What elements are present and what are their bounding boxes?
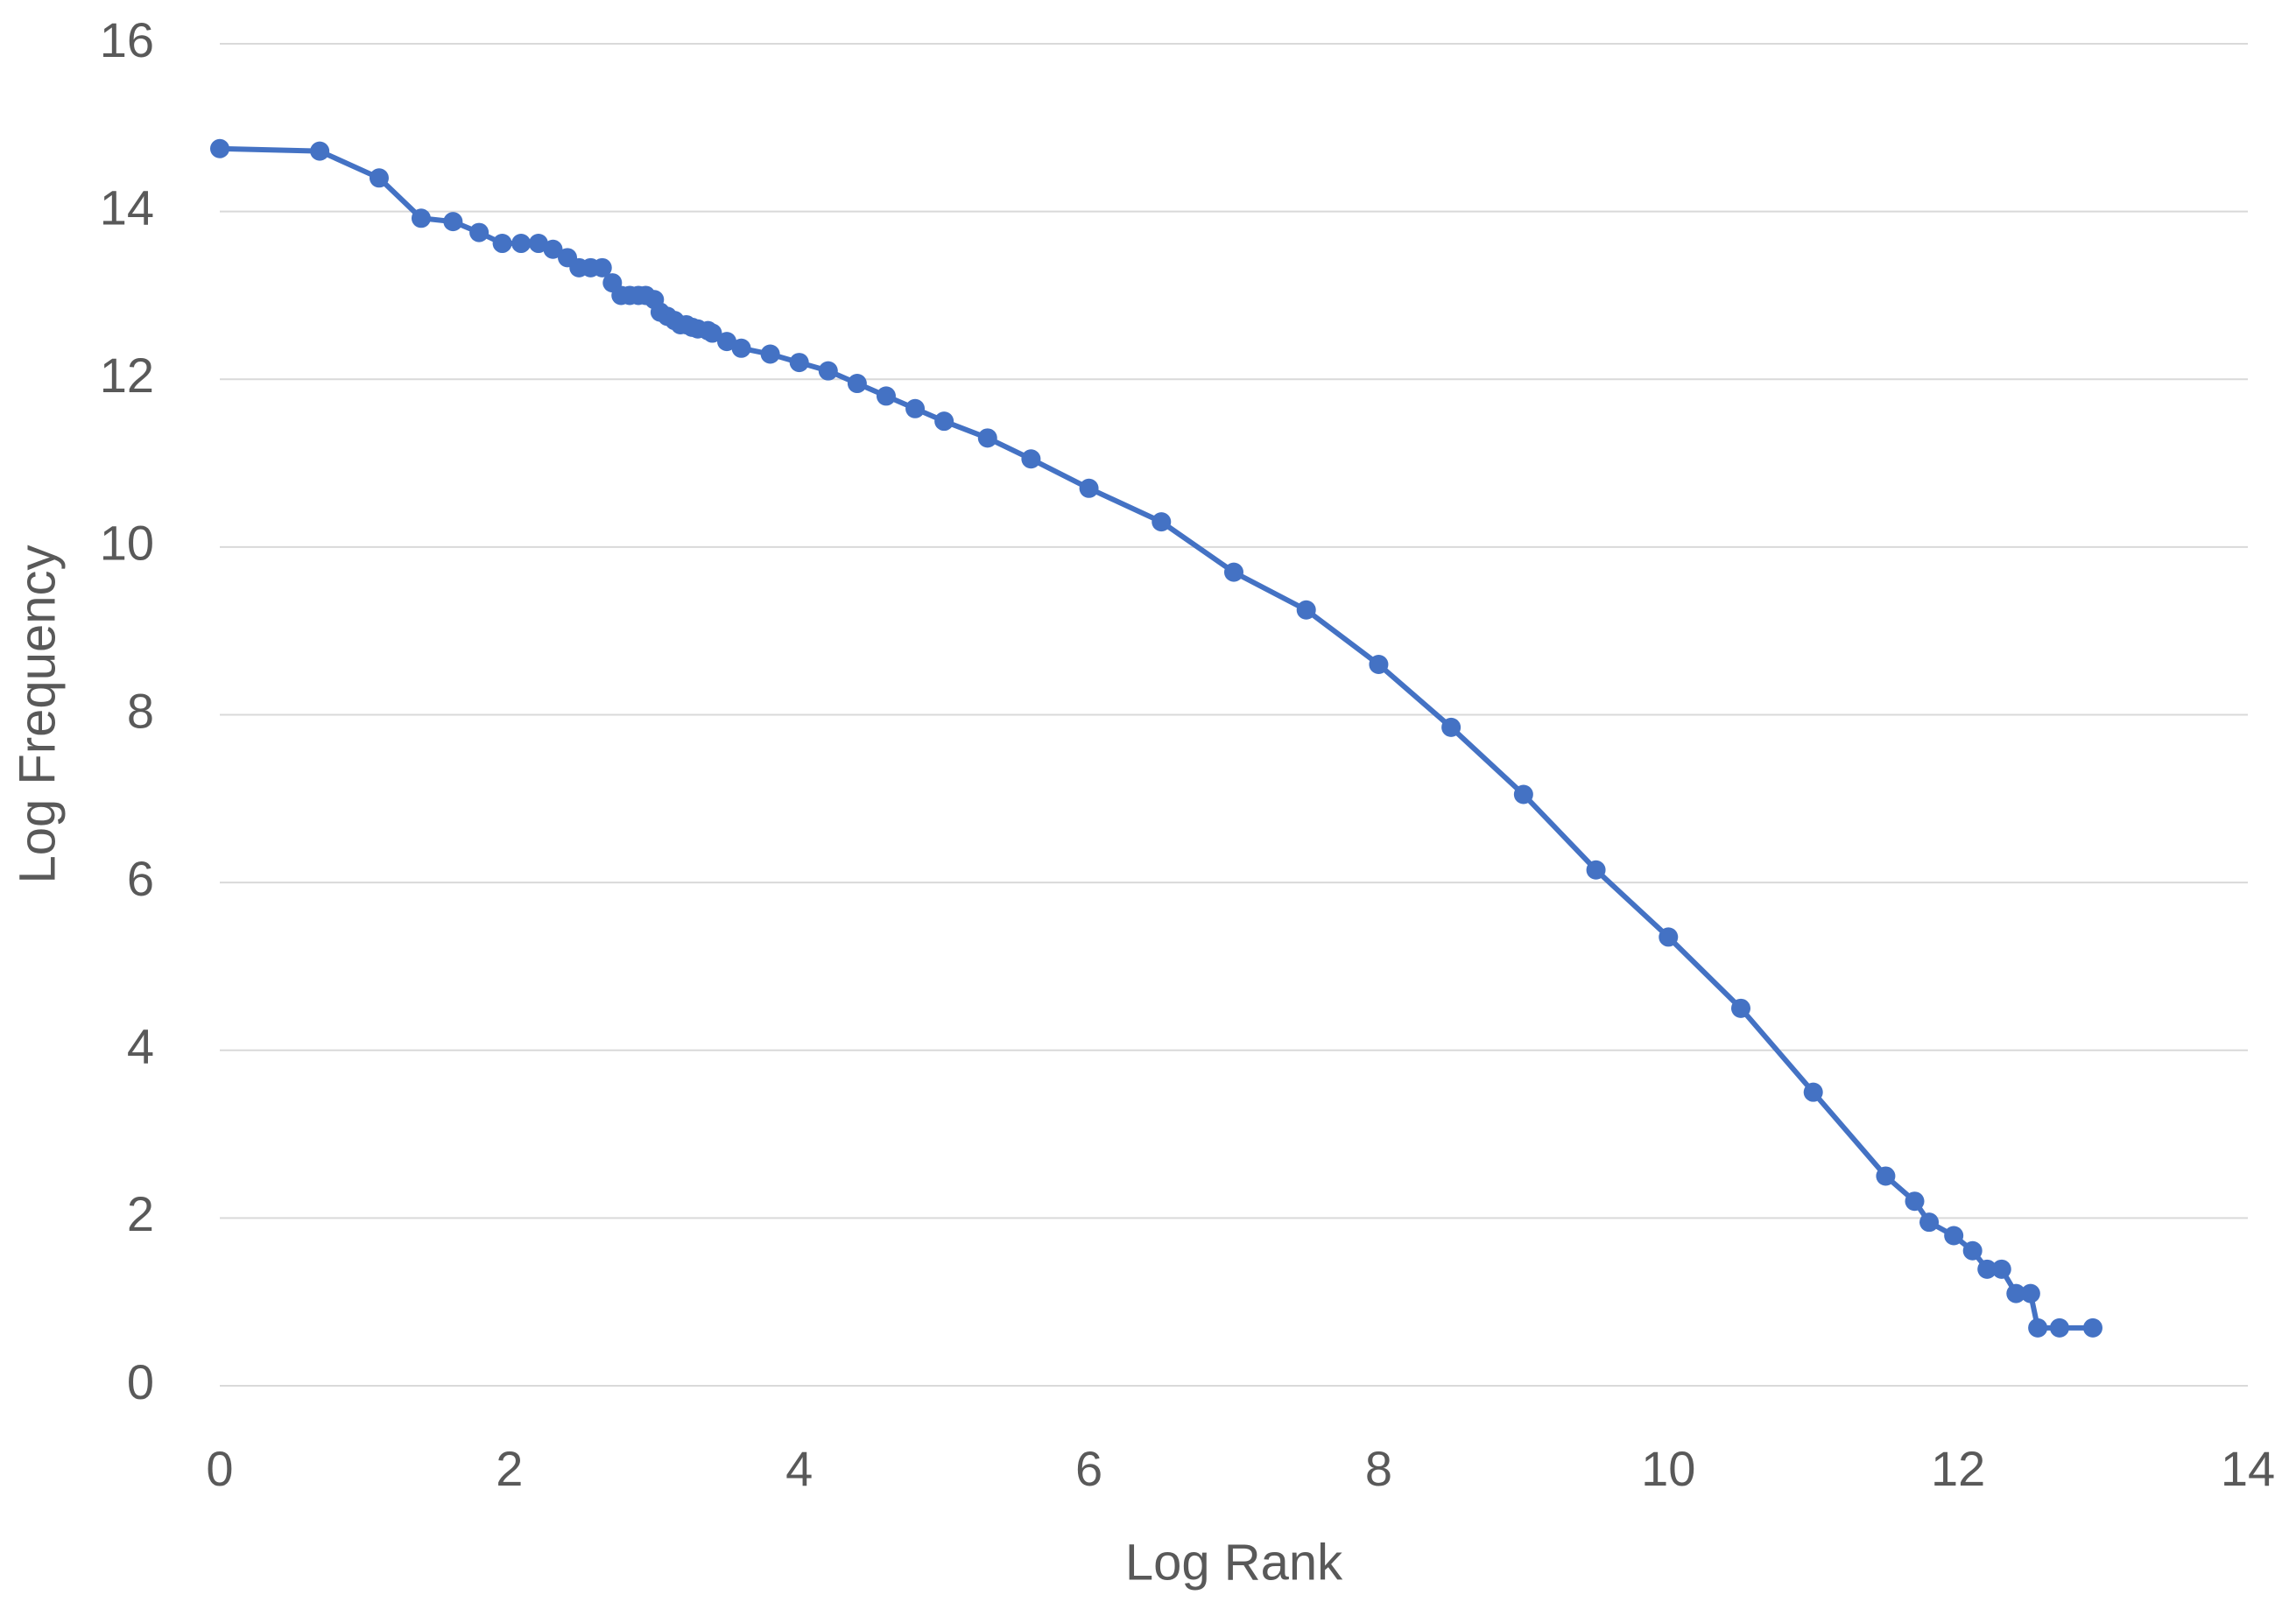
data-point: [2049, 1317, 2069, 1338]
y-tick-label: 8: [127, 683, 154, 738]
data-point: [1977, 1259, 1997, 1279]
data-point: [1296, 600, 1316, 620]
y-tick-label: 2: [127, 1186, 154, 1241]
data-point: [1079, 478, 1099, 498]
data-point: [1586, 860, 1606, 880]
data-point: [310, 141, 330, 161]
x-tick-label: 12: [1931, 1441, 1985, 1496]
data-point: [1224, 562, 1243, 582]
data-point: [2082, 1317, 2102, 1338]
y-axis-title: Log Frequency: [9, 545, 66, 884]
data-point: [1919, 1212, 1940, 1233]
data-point: [876, 386, 896, 406]
data-point: [1944, 1226, 1964, 1246]
data-point: [717, 332, 736, 352]
y-tick-label: 12: [100, 348, 154, 403]
data-point: [543, 239, 563, 259]
y-tick-label: 6: [127, 851, 154, 906]
data-point: [2020, 1283, 2040, 1303]
data-point: [905, 398, 926, 418]
data-point: [443, 212, 463, 232]
data-point: [934, 411, 954, 432]
data-point: [210, 138, 229, 158]
y-tick-label: 16: [100, 12, 154, 67]
data-point: [1876, 1166, 1896, 1186]
x-tick-label: 8: [1365, 1441, 1392, 1496]
data-point: [1021, 449, 1041, 469]
data-point: [760, 344, 780, 364]
x-tick-label: 4: [785, 1441, 813, 1496]
data-point: [818, 361, 838, 381]
data-point: [411, 208, 431, 228]
data-point: [369, 168, 389, 188]
data-point: [1962, 1240, 1983, 1261]
data-point: [1803, 1082, 1823, 1102]
x-tick-label: 14: [2221, 1441, 2275, 1496]
data-point: [2006, 1283, 2026, 1303]
data-point: [1513, 784, 1533, 804]
y-tick-label: 0: [127, 1354, 154, 1409]
x-tick-label: 0: [206, 1441, 233, 1496]
data-point: [2028, 1317, 2048, 1338]
x-tick-label: 10: [1641, 1441, 1695, 1496]
y-tick-label: 4: [127, 1019, 154, 1074]
data-point: [1441, 717, 1461, 737]
data-point: [1369, 655, 1389, 675]
x-axis-title: Log Rank: [1125, 1534, 1343, 1591]
data-point: [469, 222, 489, 242]
data-point: [702, 323, 722, 343]
x-tick-label: 2: [496, 1441, 523, 1496]
data-point: [1905, 1191, 1925, 1212]
data-point: [592, 257, 612, 278]
data-point: [731, 338, 751, 358]
data-point: [492, 234, 512, 254]
data-line: [219, 145, 2093, 1331]
x-tick-label: 6: [1075, 1441, 1102, 1496]
data-point: [1991, 1259, 2011, 1279]
data-point: [511, 234, 532, 254]
data-point: [977, 428, 997, 448]
data-point: [1659, 927, 1679, 947]
data-point: [1731, 998, 1750, 1018]
data-point: [789, 353, 809, 373]
data-point: [528, 234, 548, 254]
data-point: [847, 374, 867, 394]
y-tick-label: 10: [100, 516, 154, 571]
data-point: [1152, 512, 1172, 532]
y-tick-label: 14: [100, 179, 154, 235]
